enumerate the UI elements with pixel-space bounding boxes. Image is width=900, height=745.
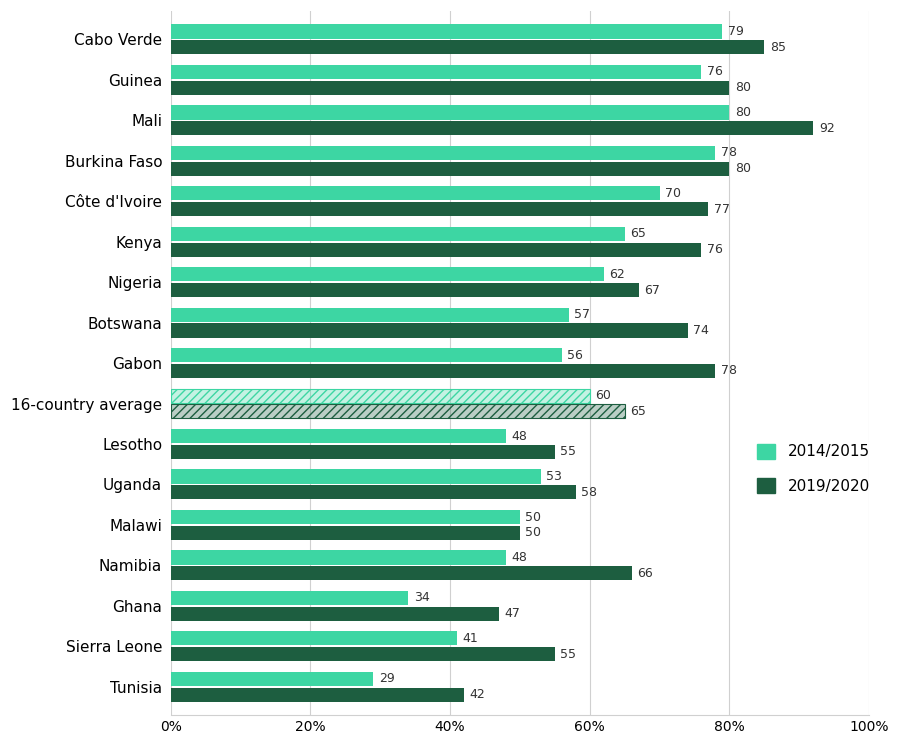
Text: 85: 85 xyxy=(770,41,786,54)
Text: 74: 74 xyxy=(693,324,709,337)
Text: 42: 42 xyxy=(470,688,485,701)
Text: 92: 92 xyxy=(819,121,834,135)
Text: 79: 79 xyxy=(728,25,744,38)
Text: 55: 55 xyxy=(561,446,576,458)
Bar xyxy=(171,672,374,686)
Bar xyxy=(171,226,625,241)
Bar xyxy=(171,485,576,499)
Text: 57: 57 xyxy=(574,308,590,321)
Bar xyxy=(171,445,554,459)
Bar xyxy=(171,162,729,176)
Bar xyxy=(171,40,764,54)
Bar xyxy=(171,647,554,662)
Bar xyxy=(171,65,701,79)
Bar xyxy=(171,308,569,322)
Text: 76: 76 xyxy=(707,66,723,78)
Text: 56: 56 xyxy=(567,349,583,361)
Text: 78: 78 xyxy=(721,147,737,159)
Bar xyxy=(171,429,506,443)
Text: 60: 60 xyxy=(595,389,611,402)
Bar xyxy=(171,121,814,136)
Text: 78: 78 xyxy=(721,364,737,378)
Bar xyxy=(171,526,520,540)
Bar xyxy=(171,405,625,419)
Bar xyxy=(171,389,590,403)
Text: 53: 53 xyxy=(546,470,562,483)
Bar xyxy=(171,405,625,419)
Bar xyxy=(171,364,716,378)
Bar xyxy=(171,267,604,282)
Text: 80: 80 xyxy=(735,106,751,119)
Text: 80: 80 xyxy=(735,81,751,95)
Bar xyxy=(171,202,708,216)
Bar xyxy=(171,631,457,645)
Bar xyxy=(171,551,506,565)
Bar xyxy=(171,25,723,39)
Text: 67: 67 xyxy=(644,284,660,297)
Text: 48: 48 xyxy=(511,551,527,564)
Bar xyxy=(171,146,716,160)
Bar xyxy=(171,323,688,337)
Text: 50: 50 xyxy=(526,526,542,539)
Text: 76: 76 xyxy=(707,243,723,256)
Text: 55: 55 xyxy=(561,647,576,661)
Bar xyxy=(171,591,408,605)
Bar xyxy=(171,510,520,524)
Bar xyxy=(171,348,562,362)
Text: 77: 77 xyxy=(714,203,730,215)
Bar xyxy=(171,606,499,621)
Text: 70: 70 xyxy=(665,187,681,200)
Text: 80: 80 xyxy=(735,162,751,175)
Bar xyxy=(171,566,632,580)
Text: 41: 41 xyxy=(463,632,478,645)
Text: 65: 65 xyxy=(630,227,646,241)
Bar xyxy=(171,469,541,484)
Text: 65: 65 xyxy=(630,405,646,418)
Text: 50: 50 xyxy=(526,510,542,524)
Text: 29: 29 xyxy=(379,672,394,685)
Text: 34: 34 xyxy=(414,592,429,604)
Text: 66: 66 xyxy=(637,567,653,580)
Text: 47: 47 xyxy=(505,607,520,620)
Bar xyxy=(171,688,464,702)
Bar xyxy=(171,186,660,200)
Legend: 2014/2015, 2019/2020: 2014/2015, 2019/2020 xyxy=(751,437,876,500)
Bar xyxy=(171,283,639,297)
Text: 62: 62 xyxy=(609,267,625,281)
Text: 58: 58 xyxy=(581,486,598,499)
Bar xyxy=(171,389,590,403)
Text: 48: 48 xyxy=(511,430,527,443)
Bar xyxy=(171,105,729,119)
Bar xyxy=(171,80,729,95)
Bar xyxy=(171,243,701,257)
